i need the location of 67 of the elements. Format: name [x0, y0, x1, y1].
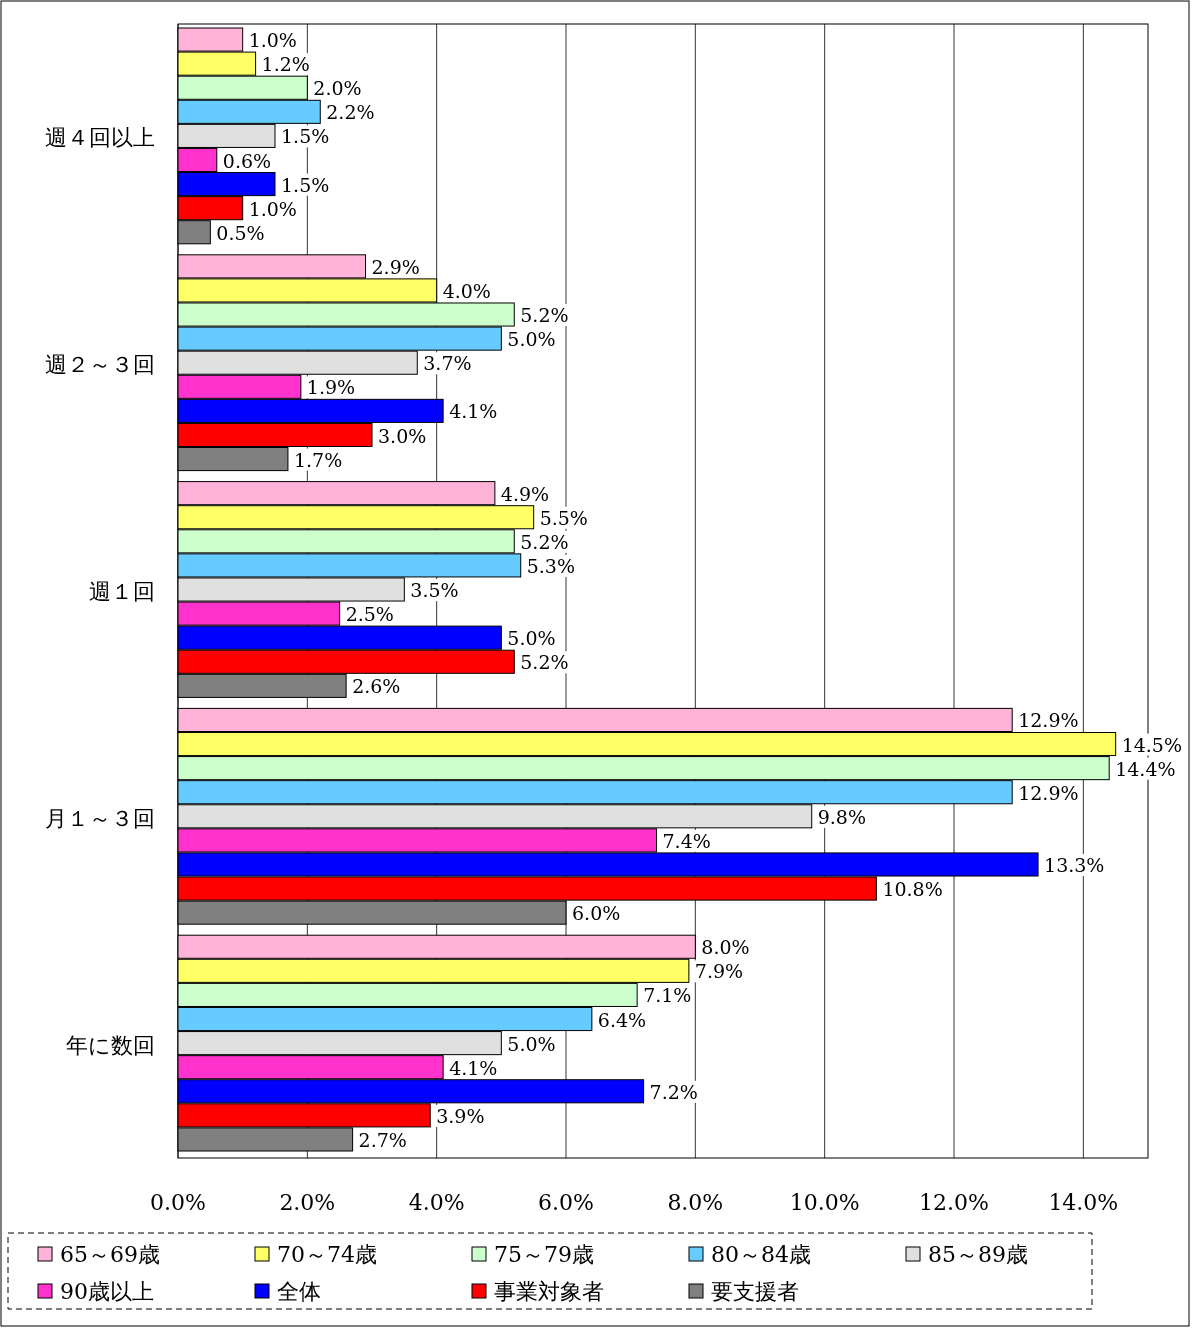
data-label: 5.3% [526, 554, 576, 577]
x-tick-label: 14.0% [1048, 1190, 1119, 1215]
y-tick-label: 週４回以上 [45, 125, 155, 151]
data-label: 2.6% [352, 675, 401, 698]
data-label: 14.5% [1121, 733, 1183, 756]
data-label: 5.2% [520, 304, 569, 327]
data-label: 1.7% [293, 448, 343, 471]
data-label: 1.5% [281, 125, 330, 148]
data-label: 5.5% [539, 506, 588, 529]
data-label: 1.5% [281, 173, 330, 196]
legend-label: 80～84歳 [711, 1242, 811, 1267]
data-label: 7.1% [643, 984, 692, 1007]
y-tick-label: 年に数回 [66, 1032, 155, 1058]
data-label: 5.2% [520, 530, 569, 553]
data-label: 14.4% [1115, 757, 1176, 780]
data-label: 3.0% [378, 424, 427, 447]
data-label: 9.8% [817, 805, 867, 828]
legend-label: 85～89歳 [928, 1242, 1028, 1267]
data-label: 4.9% [500, 482, 550, 505]
data-label: 5.0% [507, 328, 556, 351]
legend-label: 70～74歳 [277, 1242, 377, 1267]
data-label: 6.0% [572, 902, 621, 925]
data-label: 13.3% [1044, 854, 1105, 877]
legend-label: 75～79歳 [494, 1242, 594, 1267]
data-label: 2.2% [326, 101, 375, 124]
x-tick-label: 8.0% [667, 1190, 724, 1215]
legend-label: 全体 [277, 1279, 321, 1304]
data-label: 7.4% [662, 829, 711, 852]
x-tick-label: 6.0% [538, 1190, 594, 1215]
data-label: 5.0% [507, 627, 556, 650]
x-tick-label: 4.0% [408, 1190, 465, 1215]
data-label: 3.7% [423, 352, 472, 375]
data-label: 12.9% [1018, 781, 1079, 804]
legend-label: 65～69歳 [60, 1242, 160, 1267]
data-label: 4.1% [449, 1056, 498, 1079]
data-label: 1.0% [248, 197, 297, 220]
data-label: 4.0% [442, 279, 491, 302]
data-label: 6.4% [597, 1008, 647, 1031]
data-label: 4.1% [449, 400, 498, 423]
data-label: 7.9% [694, 960, 744, 983]
data-label: 1.9% [306, 376, 356, 399]
data-label: 5.2% [520, 651, 569, 674]
x-tick-label: 0.0% [150, 1190, 206, 1215]
data-label: 7.2% [649, 1080, 698, 1103]
y-tick-label: 月１～３回 [45, 805, 155, 831]
data-label: 3.5% [410, 579, 459, 602]
data-label: 0.5% [216, 221, 265, 244]
legend-label: 事業対象者 [494, 1279, 604, 1304]
y-tick-label: 週２～３回 [45, 352, 155, 378]
data-label: 2.7% [358, 1129, 407, 1151]
data-label: 3.9% [436, 1104, 485, 1127]
y-tick-label: 週１回 [89, 579, 155, 604]
x-tick-label: 12.0% [919, 1190, 989, 1215]
data-label: 2.5% [345, 603, 394, 626]
data-label: 8.0% [701, 936, 750, 959]
data-label: 10.8% [882, 878, 943, 901]
legend-label: 要支援者 [711, 1279, 799, 1304]
legend-label: 90歳以上 [60, 1279, 154, 1304]
x-tick-label: 10.0% [789, 1190, 860, 1215]
data-label: 0.6% [222, 149, 272, 172]
data-label: 1.0% [248, 29, 297, 52]
x-tick-label: 2.0% [279, 1190, 336, 1215]
data-label: 1.2% [261, 53, 310, 76]
data-label: 2.9% [371, 255, 420, 278]
data-label: 2.0% [313, 77, 362, 100]
data-label: 5.0% [507, 1032, 556, 1055]
data-label: 12.9% [1018, 709, 1079, 732]
